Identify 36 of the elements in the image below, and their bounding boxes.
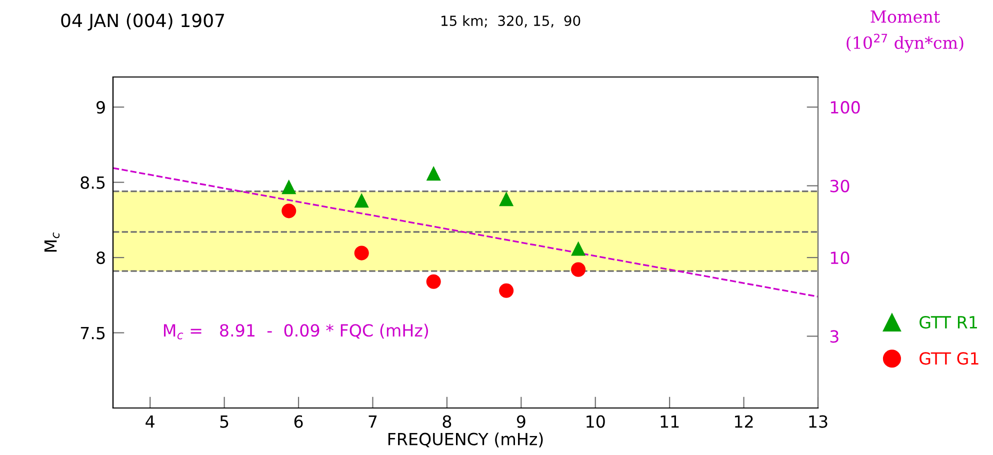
y2-tick-label: 30 [830, 180, 850, 192]
y2-tick-label: 10 [830, 252, 850, 264]
x-tick-label: 7 [368, 415, 377, 428]
x-tick-label: 12 [735, 415, 753, 428]
y2-tick-label: 100 [830, 101, 860, 114]
x-tick-label: 9 [516, 415, 526, 428]
x-tick-label: 13 [809, 415, 828, 428]
x-tick-label: 8 [442, 415, 452, 428]
chart-title: 04 JAN (004) 1907 [61, 13, 224, 31]
annotation: M$_{c}$ = 8.91 - 0.09 * FQC (mHz) [164, 324, 428, 340]
x-axis-title: FREQUENCY (mHz) [388, 432, 543, 448]
y-tick-label: 7.5 [80, 326, 105, 340]
x-tick-label: 11 [660, 415, 679, 428]
point [354, 246, 369, 260]
point [426, 274, 441, 289]
point [571, 241, 586, 256]
y2-tick-label: 3 [830, 330, 838, 343]
x-tick-label: 4 [146, 415, 154, 428]
y-tick-label: 8 [96, 252, 105, 264]
point [354, 193, 369, 208]
point [282, 204, 296, 218]
point [282, 180, 296, 194]
legend-label: GTT R1 [920, 316, 977, 329]
point [426, 166, 441, 181]
x-tick-label: 5 [220, 415, 228, 428]
y2-axis-title: Moment (10$^{27}$ dyn*cm) [846, 10, 964, 52]
y-axis-title: M$_{c}$ [44, 232, 60, 252]
point [571, 262, 586, 277]
chart-subtitle: 15 km; 320, 15, 90 [442, 15, 580, 28]
y-tick-label: 9 [96, 101, 105, 114]
y-tick-label: 8.5 [80, 176, 105, 189]
point [499, 192, 514, 206]
point [499, 283, 514, 298]
legend-label: GTT G1 [920, 352, 978, 365]
x-tick-label: 6 [294, 415, 303, 428]
x-tick-label: 10 [586, 415, 605, 428]
